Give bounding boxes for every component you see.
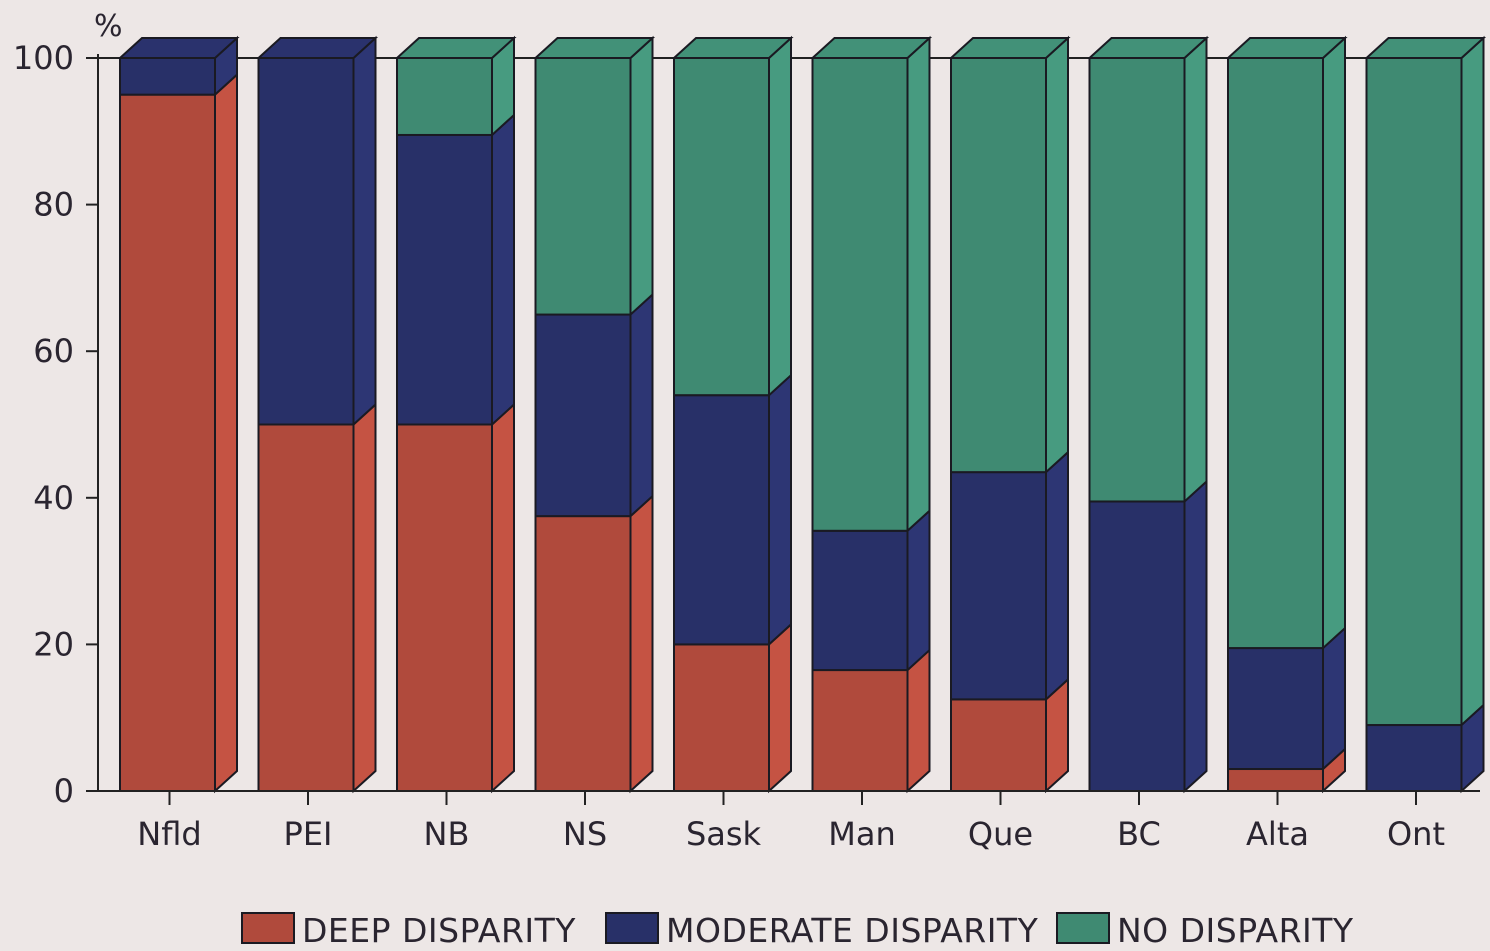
bar-side-deep-disparity: [629, 493, 654, 794]
bar-top-no-disparity: [671, 37, 794, 59]
legend-swatch: [1056, 912, 1110, 944]
bar-stack-ont: [1363, 35, 1487, 794]
x-tick-label: NB: [424, 815, 470, 853]
bar-top-no-disparity: [532, 37, 656, 59]
bar-top-moderate-disparity: [117, 37, 240, 59]
bar-stack-que: [948, 35, 1071, 794]
bar-side-no-disparity: [1460, 35, 1485, 728]
bar-side-moderate-disparity: [1045, 449, 1069, 702]
bar-side-moderate-disparity: [1322, 625, 1346, 772]
x-tick-label: BC: [1117, 815, 1161, 853]
bar-segment-deep-disparity: [673, 643, 770, 793]
legend-label: NO DISPARITY: [1117, 911, 1354, 947]
legend-swatch: [605, 912, 659, 944]
bar-segment-moderate-disparity: [673, 394, 770, 646]
bar-top-moderate-disparity: [255, 37, 379, 59]
y-tick-label: 0: [54, 772, 74, 810]
bar-segment-no-disparity: [534, 57, 632, 316]
bar-top-no-disparity: [1225, 37, 1348, 59]
bar-segment-moderate-disparity: [534, 313, 632, 518]
bar-segment-deep-disparity: [811, 669, 909, 792]
legend-label: DEEP DISPARITY: [302, 911, 576, 947]
bars: [117, 35, 1487, 794]
bar-side-no-disparity: [1183, 35, 1208, 504]
legend-item: NO DISPARITY: [1056, 911, 1354, 950]
bar-segment-no-disparity: [673, 57, 770, 397]
bar-side-no-disparity: [906, 35, 931, 534]
x-tick-label: NS: [563, 815, 607, 853]
x-tick-label: PEI: [284, 815, 333, 853]
bar-side-moderate-disparity: [906, 508, 931, 673]
x-tick-label: Alta: [1246, 815, 1309, 853]
bar-segment-no-disparity: [1365, 57, 1463, 727]
bar-segment-moderate-disparity: [1227, 647, 1324, 771]
legend-item: MODERATE DISPARITY: [605, 911, 1039, 950]
x-axis: Nfld PEI NB NS Sask Man Que BC Alta Ont: [86, 790, 1480, 853]
x-tick-label: Nfld: [137, 815, 201, 853]
bar-segment-deep-disparity: [119, 93, 216, 792]
bar-segment-moderate-disparity: [811, 529, 909, 672]
bar-stack-nb: [394, 35, 517, 794]
bar-side-moderate-disparity: [1183, 479, 1208, 794]
bar-top-no-disparity: [394, 37, 517, 59]
bar-top-no-disparity: [1086, 37, 1210, 59]
bar-segment-moderate-disparity: [1088, 500, 1186, 792]
bar-stack-pei: [255, 35, 379, 794]
bar-stack-ns: [532, 35, 656, 794]
bar-stack-alta: [1225, 35, 1348, 794]
bar-top-no-disparity: [1363, 37, 1487, 59]
bar-segment-deep-disparity: [257, 423, 355, 792]
bar-side-deep-disparity: [906, 647, 931, 794]
bar-segment-moderate-disparity: [950, 471, 1047, 701]
bar-side-moderate-disparity: [491, 112, 515, 427]
y-axis-unit-label: %: [94, 9, 123, 44]
bar-side-no-disparity: [1045, 35, 1069, 475]
bar-stack-bc: [1086, 35, 1210, 794]
legend-label: MODERATE DISPARITY: [666, 911, 1039, 947]
bar-side-no-disparity: [1322, 35, 1346, 651]
bar-side-deep-disparity: [491, 402, 515, 794]
legend-item: DEEP DISPARITY: [241, 911, 576, 950]
bar-side-deep-disparity: [214, 72, 238, 794]
bar-segment-moderate-disparity: [257, 57, 355, 426]
bar-stack-nfld: [117, 35, 240, 794]
x-tick-label: Ont: [1387, 815, 1445, 853]
bar-top-no-disparity: [809, 37, 933, 59]
bar-side-no-disparity: [629, 35, 654, 317]
bar-segment-deep-disparity: [950, 698, 1047, 792]
y-tick-label: 20: [33, 625, 74, 663]
bar-segment-no-disparity: [1227, 57, 1324, 650]
bar-segment-moderate-disparity: [396, 133, 493, 426]
y-tick-label: 60: [33, 332, 74, 370]
legend-swatch: [241, 912, 295, 944]
bar-segment-no-disparity: [396, 57, 493, 136]
bar-side-deep-disparity: [352, 402, 377, 794]
bar-top-no-disparity: [948, 37, 1071, 59]
bar-side-moderate-disparity: [629, 292, 654, 519]
bar-segment-moderate-disparity: [119, 57, 216, 96]
bar-side-moderate-disparity: [352, 35, 377, 427]
bar-segment-no-disparity: [811, 57, 909, 532]
y-tick-label: 100: [13, 39, 74, 77]
bar-segment-deep-disparity: [1227, 768, 1324, 793]
bar-stack-man: [809, 35, 933, 794]
bar-segment-no-disparity: [950, 57, 1047, 474]
y-tick-label: 40: [33, 479, 74, 517]
bar-segment-moderate-disparity: [1365, 724, 1463, 793]
x-tick-label: Sask: [686, 815, 762, 853]
bar-side-deep-disparity: [768, 622, 792, 794]
bar-side-moderate-disparity: [768, 372, 792, 647]
x-tick-label: Man: [828, 815, 896, 853]
legend: DEEP DISPARITY MODERATE DISPARITY NO DISPA…: [241, 911, 1354, 950]
bar-side-no-disparity: [768, 35, 792, 398]
bar-stack-sask: [671, 35, 794, 794]
bar-segment-no-disparity: [1088, 57, 1186, 503]
bar-segment-deep-disparity: [396, 423, 493, 792]
bar-segment-deep-disparity: [534, 515, 632, 792]
x-tick-label: Que: [968, 815, 1033, 853]
y-tick-label: 80: [33, 186, 74, 224]
